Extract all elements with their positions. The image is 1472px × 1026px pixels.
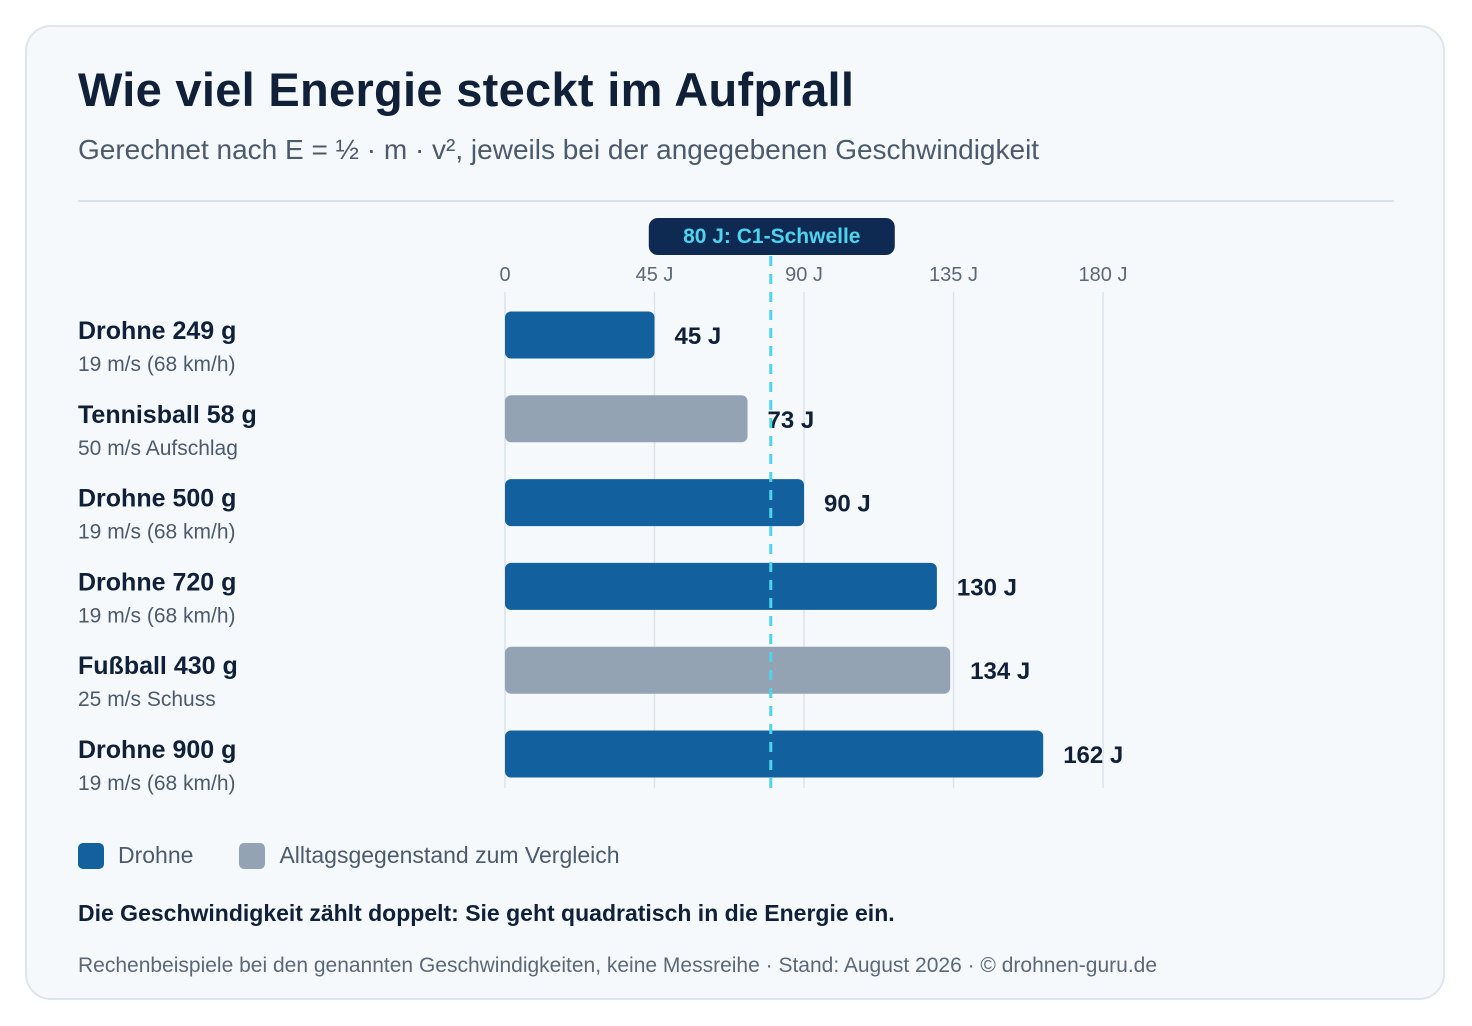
source-footer: Rechenbeispiele bei den genannten Geschw…	[78, 954, 1158, 977]
bar-value-label: 162 J	[1063, 742, 1123, 769]
bar-object	[505, 646, 951, 694]
bar-drone	[505, 311, 655, 359]
bar-value-label: 130 J	[957, 574, 1017, 601]
x-tick-label: 0	[499, 264, 510, 286]
legend-swatch-drone	[78, 842, 104, 869]
legend-label-object: Alltagsgegenstand zum Vergleich	[279, 842, 620, 868]
chart-title: Wie viel Energie steckt im Aufprall	[78, 63, 855, 116]
category-detail: 19 m/s (68 km/h)	[78, 353, 236, 376]
x-tick-label: 45 J	[636, 264, 674, 286]
category-label: Tennisball 58 g	[78, 401, 257, 429]
category-detail: 19 m/s (68 km/h)	[78, 521, 236, 544]
bar-drone	[505, 479, 804, 527]
category-label: Drohne 900 g	[78, 736, 236, 764]
category-detail: 19 m/s (68 km/h)	[78, 604, 236, 627]
legend-item-object: Alltagsgegenstand zum Vergleich	[239, 842, 620, 869]
key-note: Die Geschwindigkeit zählt doppelt: Sie g…	[78, 900, 895, 926]
legend-item-drone: Drohne	[78, 842, 193, 869]
legend-swatch-object	[239, 842, 266, 869]
x-tick-label: 180 J	[1079, 264, 1128, 286]
x-tick-label: 135 J	[929, 264, 978, 286]
category-label: Drohne 249 g	[78, 317, 236, 345]
bar-drone	[505, 730, 1044, 778]
bar-value-label: 73 J	[768, 407, 815, 434]
legend-label-drone: Drohne	[118, 842, 194, 868]
legend: Drohne Alltagsgegenstand zum Vergleich	[78, 842, 666, 869]
threshold-label: 80 J: C1-Schwelle	[683, 225, 860, 248]
category-label: Drohne 720 g	[78, 568, 236, 596]
category-detail: 19 m/s (68 km/h)	[78, 772, 236, 795]
bar-value-label: 134 J	[970, 658, 1030, 685]
category-detail: 50 m/s Aufschlag	[78, 437, 238, 460]
chart-subtitle: Gerechnet nach E = ½ · m · v², jeweils b…	[78, 134, 1040, 165]
bar-value-label: 90 J	[824, 491, 871, 518]
category-label: Fußball 430 g	[78, 652, 238, 680]
bar-object	[505, 395, 748, 443]
category-detail: 25 m/s Schuss	[78, 688, 216, 711]
threshold-label-badge	[648, 218, 895, 255]
bar-drone	[505, 562, 937, 610]
bar-value-label: 45 J	[675, 323, 722, 350]
header-divider	[78, 200, 1394, 202]
x-tick-label: 90 J	[785, 264, 823, 286]
category-label: Drohne 500 g	[78, 485, 236, 513]
